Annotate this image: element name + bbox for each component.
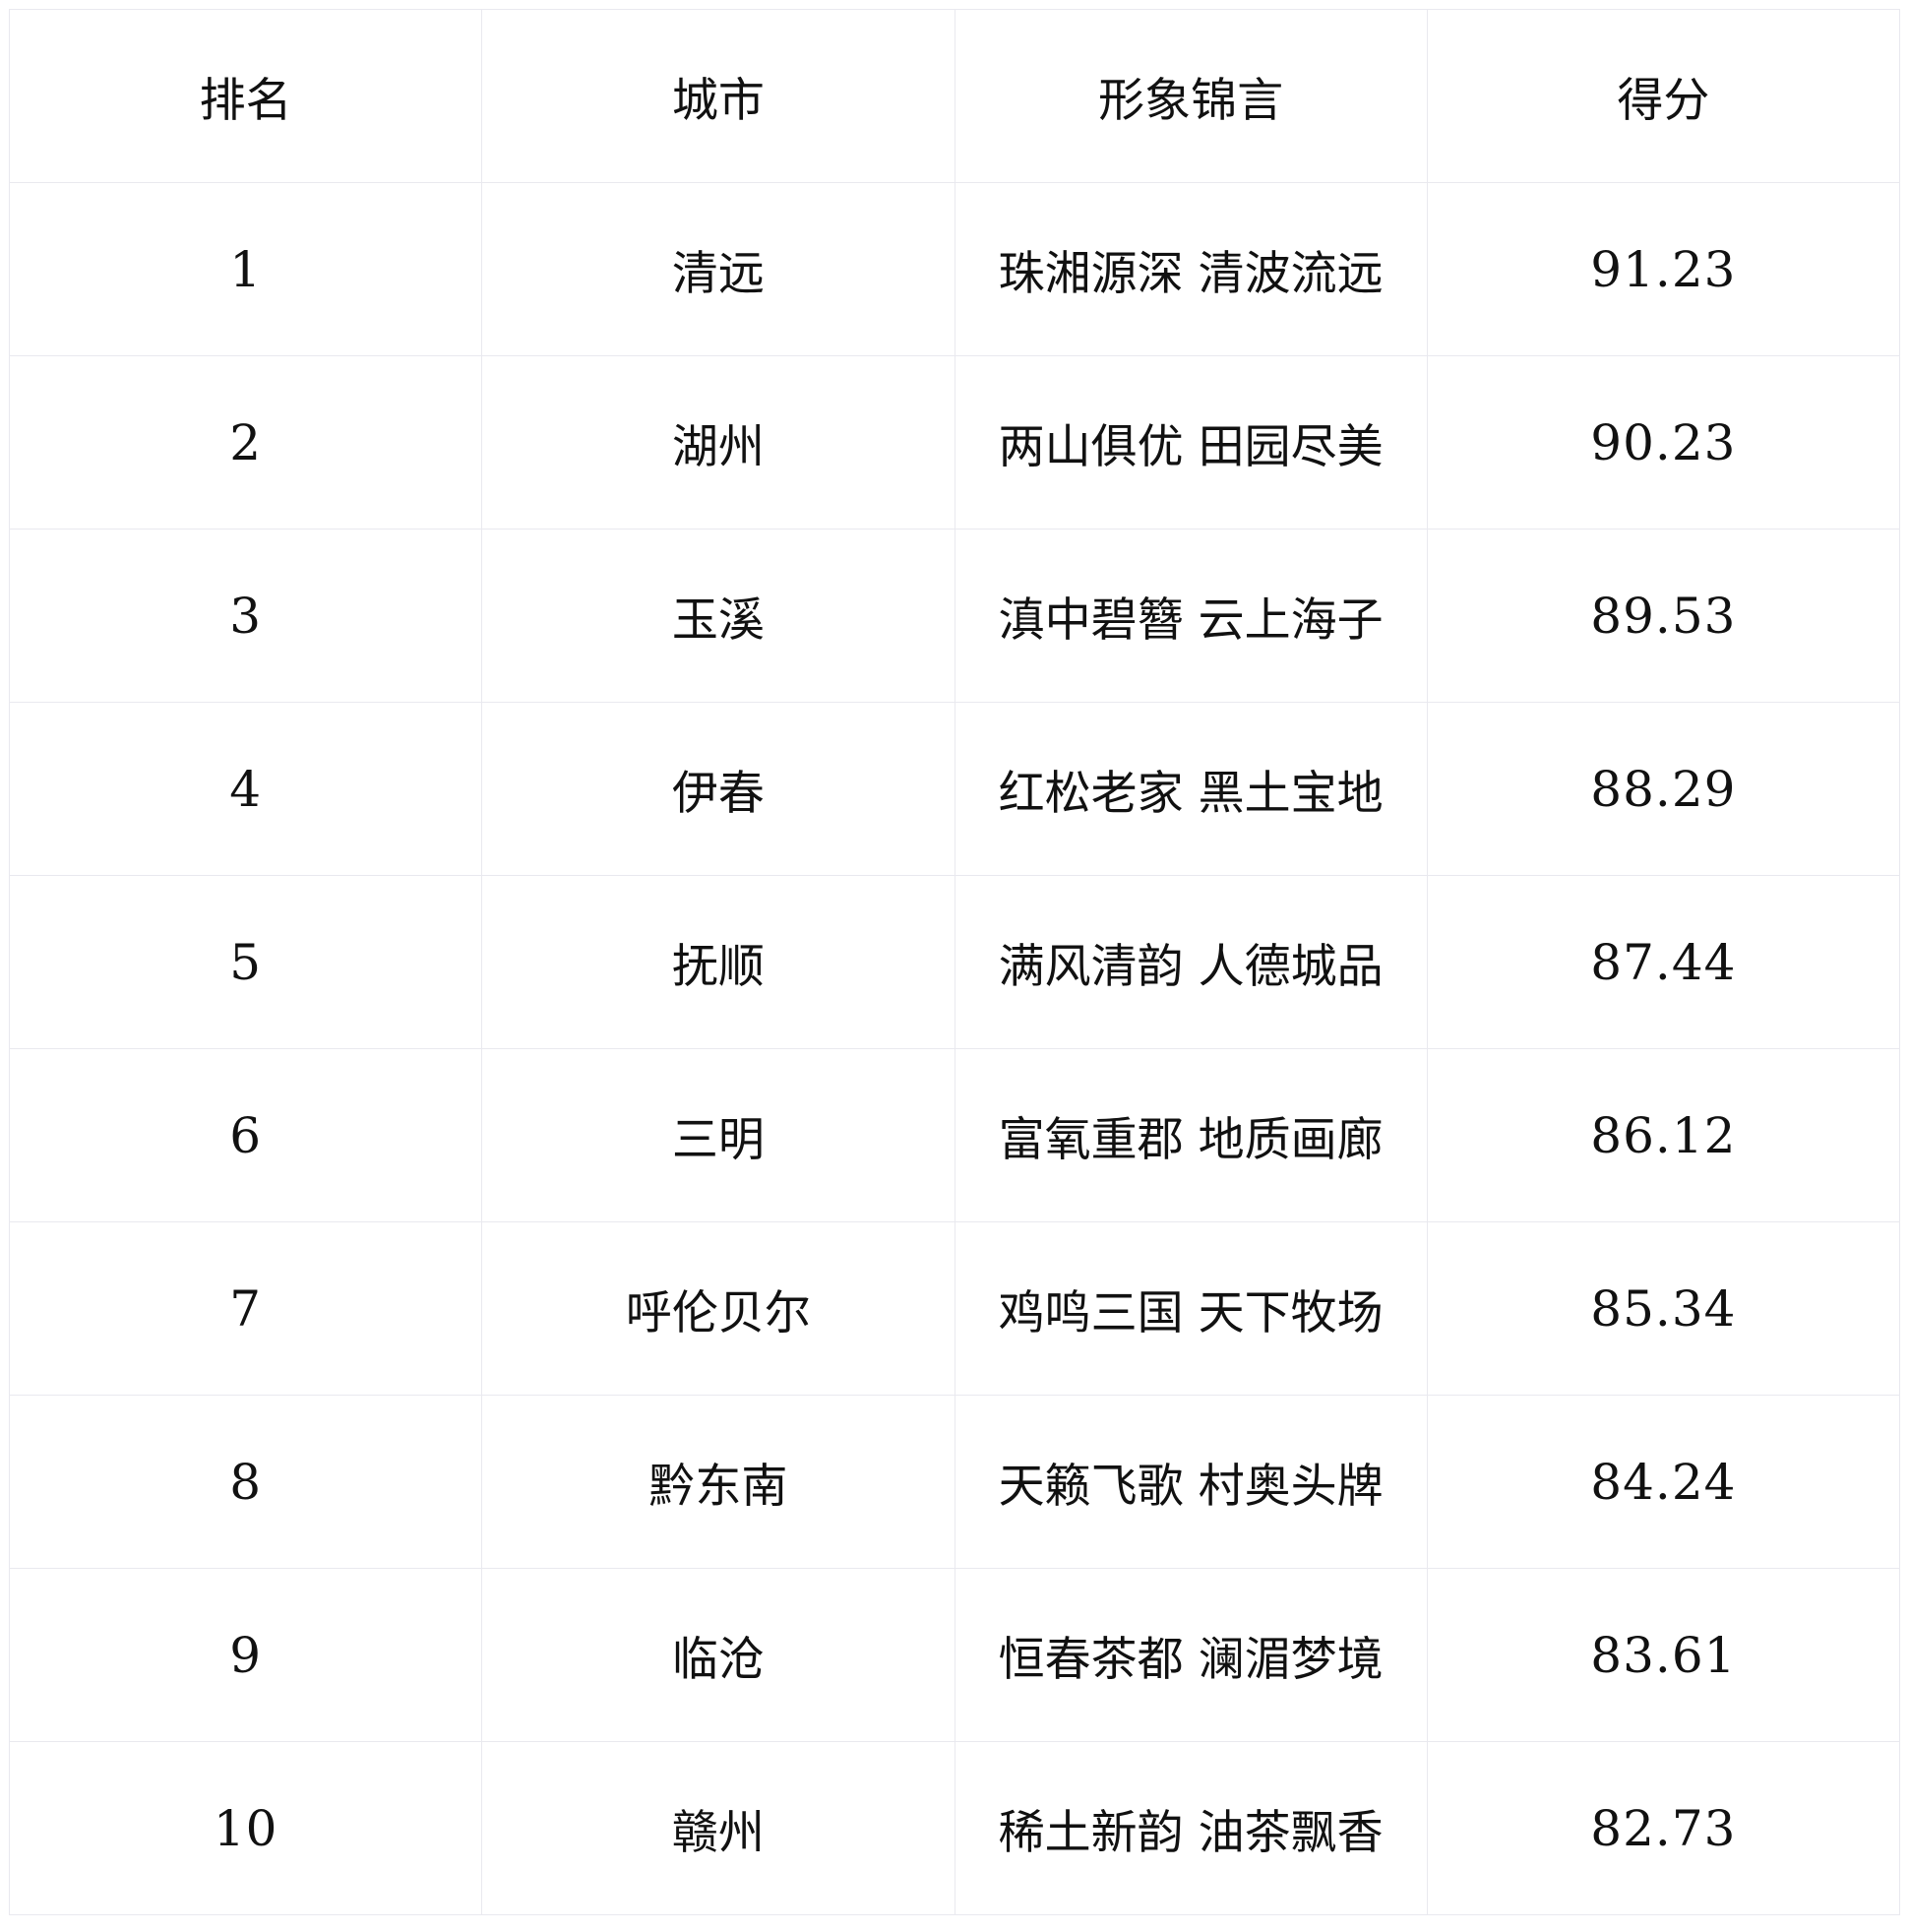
rank-cell: 7 [8, 1221, 483, 1396]
score-cell: 89.53 [1426, 529, 1901, 703]
city-cell: 抚顺 [481, 875, 955, 1049]
city-cell: 黔东南 [481, 1395, 955, 1569]
score-cell: 84.24 [1426, 1395, 1901, 1569]
city-cell: 呼伦贝尔 [481, 1221, 955, 1396]
score-cell: 90.23 [1426, 355, 1901, 530]
table-row: 10 赣州 稀土新韵 油茶飘香 82.73 [8, 1741, 1901, 1915]
slogan-cell: 满风清韵 人德城品 [954, 875, 1428, 1049]
city-cell: 清远 [481, 182, 955, 356]
city-cell: 三明 [481, 1048, 955, 1222]
slogan-cell: 红松老家 黑土宝地 [954, 702, 1428, 876]
score-cell: 83.61 [1426, 1568, 1901, 1742]
slogan-cell: 滇中碧簪 云上海子 [954, 529, 1428, 703]
slogan-cell: 天籁飞歌 村奥头牌 [954, 1395, 1428, 1569]
table-row: 3 玉溪 滇中碧簪 云上海子 89.53 [8, 529, 1901, 703]
slogan-cell: 珠湘源深 清波流远 [954, 182, 1428, 356]
table-row: 2 湖州 两山俱优 田园尽美 90.23 [8, 355, 1901, 530]
score-cell: 86.12 [1426, 1048, 1901, 1222]
slogan-cell: 恒春茶都 澜湄梦境 [954, 1568, 1428, 1742]
score-cell: 88.29 [1426, 702, 1901, 876]
slogan-cell: 稀土新韵 油茶飘香 [954, 1741, 1428, 1915]
table-row: 6 三明 富氧重郡 地质画廊 86.12 [8, 1048, 1901, 1222]
rank-cell: 6 [8, 1048, 483, 1222]
slogan-cell: 鸡鸣三国 天下牧场 [954, 1221, 1428, 1396]
header-rank: 排名 [8, 9, 483, 183]
table-row: 1 清远 珠湘源深 清波流远 91.23 [8, 182, 1901, 356]
score-cell: 91.23 [1426, 182, 1901, 356]
rank-cell: 2 [8, 355, 483, 530]
rank-cell: 8 [8, 1395, 483, 1569]
ranking-table: 排名 城市 形象锦言 得分 1 清远 珠湘源深 清波流远 91.23 2 湖州 两山俱优 田… [8, 9, 1901, 1915]
slogan-cell: 两山俱优 田园尽美 [954, 355, 1428, 530]
rank-cell: 3 [8, 529, 483, 703]
rank-cell: 10 [8, 1741, 483, 1915]
header-slogan: 形象锦言 [954, 9, 1428, 183]
score-cell: 85.34 [1426, 1221, 1901, 1396]
city-cell: 湖州 [481, 355, 955, 530]
rank-cell: 9 [8, 1568, 483, 1742]
table-row: 5 抚顺 满风清韵 人德城品 87.44 [8, 875, 1901, 1049]
city-cell: 临沧 [481, 1568, 955, 1742]
table-row: 7 呼伦贝尔 鸡鸣三国 天下牧场 85.34 [8, 1221, 1901, 1396]
rank-cell: 1 [8, 182, 483, 356]
slogan-cell: 富氧重郡 地质画廊 [954, 1048, 1428, 1222]
table-row: 9 临沧 恒春茶都 澜湄梦境 83.61 [8, 1568, 1901, 1742]
header-score: 得分 [1426, 9, 1901, 183]
table-row: 4 伊春 红松老家 黑土宝地 88.29 [8, 702, 1901, 876]
rank-cell: 5 [8, 875, 483, 1049]
rank-cell: 4 [8, 702, 483, 876]
score-cell: 82.73 [1426, 1741, 1901, 1915]
city-cell: 玉溪 [481, 529, 955, 703]
score-cell: 87.44 [1426, 875, 1901, 1049]
table-row: 8 黔东南 天籁飞歌 村奥头牌 84.24 [8, 1395, 1901, 1569]
header-city: 城市 [481, 9, 955, 183]
city-cell: 赣州 [481, 1741, 955, 1915]
header-row: 排名 城市 形象锦言 得分 [8, 9, 1901, 183]
city-cell: 伊春 [481, 702, 955, 876]
